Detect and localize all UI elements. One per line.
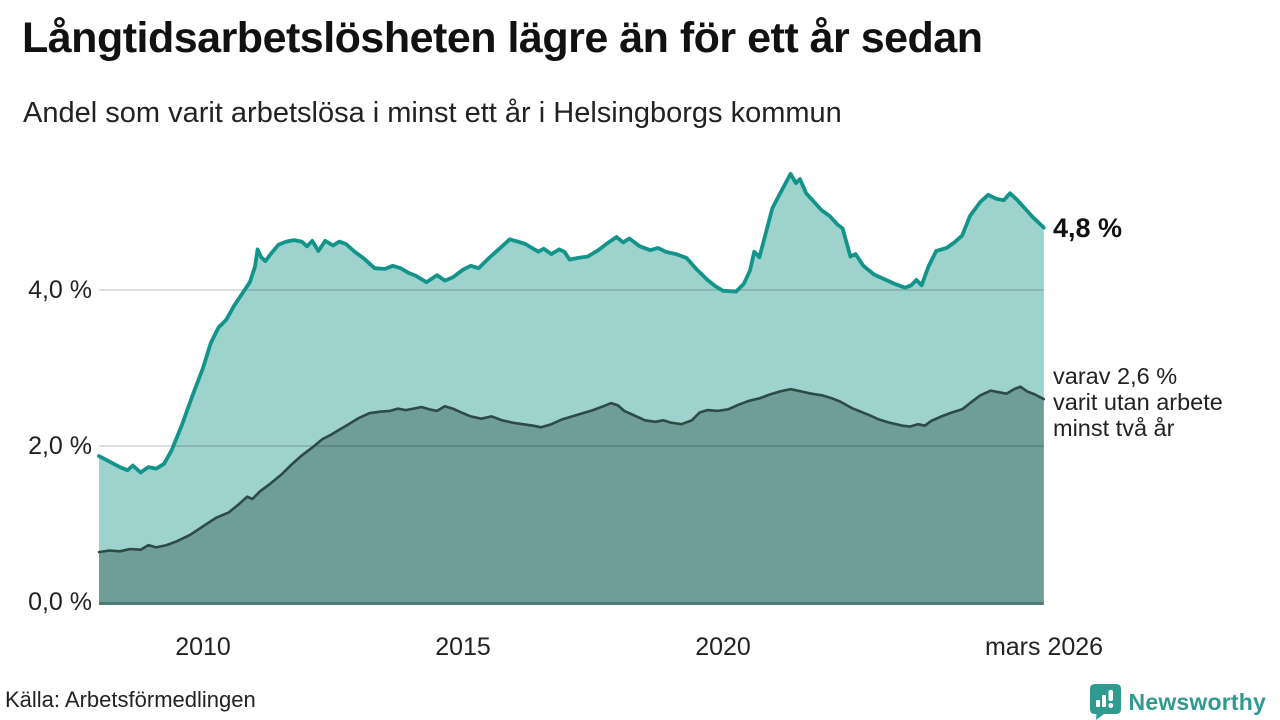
- annotation-line-1: varav 2,6 %: [1053, 363, 1178, 389]
- newsworthy-logo: Newsworthy: [1089, 684, 1266, 720]
- series-end-label-two-years: varav 2,6 % varit utan arbete minst två …: [1053, 363, 1223, 441]
- newsworthy-logo-text: Newsworthy: [1128, 688, 1266, 715]
- x-axis-tick-2015: 2015: [435, 633, 491, 661]
- series-end-label-total: 4,8 %: [1053, 213, 1123, 243]
- x-axis-tick-mars-2026: mars 2026: [984, 633, 1104, 661]
- annotation-line-2: varit utan arbete: [1053, 389, 1223, 415]
- chart-subtitle: Andel som varit arbetslösa i minst ett å…: [23, 97, 842, 129]
- annotation-line-3: minst två år: [1053, 415, 1175, 441]
- x-axis-tick-2010: 2010: [175, 633, 231, 661]
- y-axis-tick-2: 2,0 %: [28, 432, 92, 460]
- y-axis-tick-0: 0,0 %: [28, 588, 92, 616]
- x-axis-tick-2020: 2020: [695, 633, 751, 661]
- newsworthy-logo-icon: [1089, 684, 1121, 720]
- source-attribution: Källa: Arbetsförmedlingen: [5, 687, 256, 712]
- page-title: Långtidsarbetslösheten lägre än för ett …: [22, 14, 983, 62]
- y-axis-tick-4: 4,0 %: [28, 276, 92, 304]
